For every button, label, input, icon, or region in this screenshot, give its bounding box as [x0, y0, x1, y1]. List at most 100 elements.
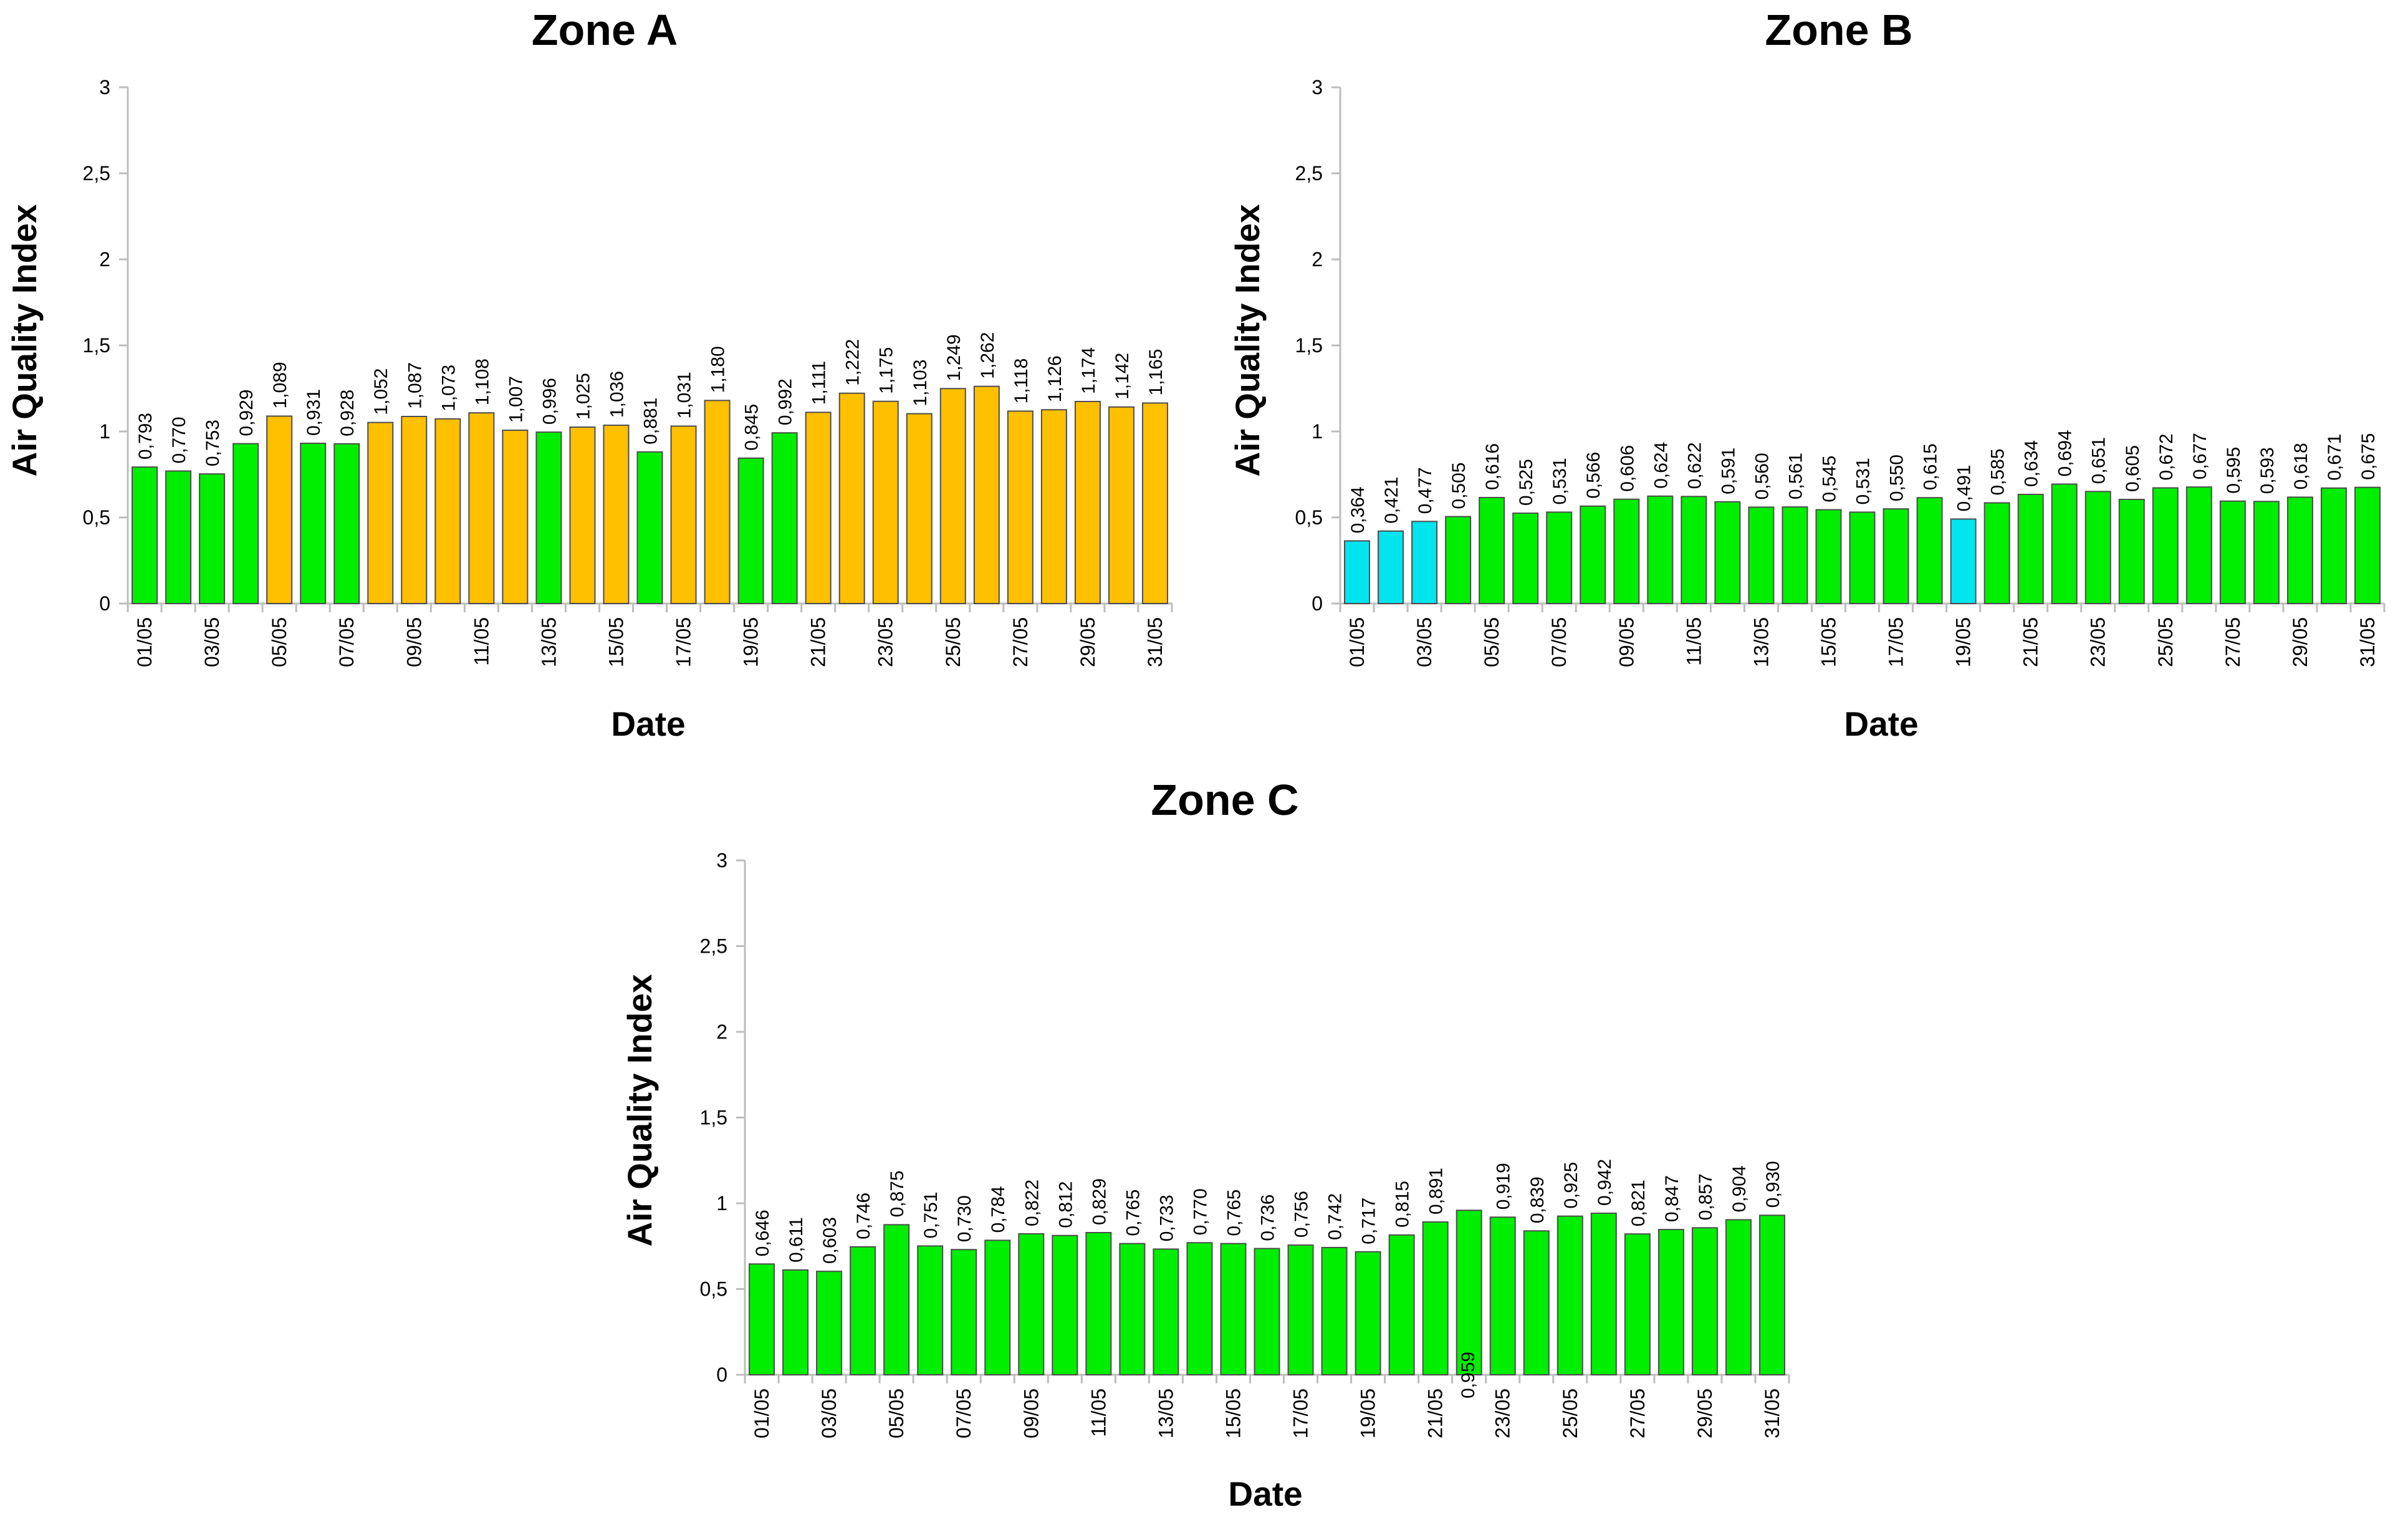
zone-a-bar	[233, 443, 259, 604]
zone-b-bar	[2017, 494, 2044, 604]
zone-c-xtick-label: 01/05	[751, 1388, 773, 1438]
zone-c-xtick-label: 21/05	[1424, 1388, 1447, 1438]
zone-a-ytick-label: 1	[99, 420, 110, 443]
zone-a-plot: 0 0,5 1 1,5 2 2,5 3 0,793 01/05 0,770 0,753 03/05 0,…	[83, 76, 1173, 667]
zone-c-bar	[1052, 1234, 1078, 1376]
zone-a-xtick-label: 17/05	[673, 617, 695, 667]
zone-a-data-label: 1,142	[1112, 353, 1133, 400]
zone-a-data-label: 1,111	[809, 361, 830, 405]
zone-c-xtick-label: 11/05	[1087, 1388, 1110, 1437]
zone-c-bar	[1590, 1212, 1617, 1375]
zone-c-bar	[1489, 1216, 1516, 1376]
zone-b-xtick-label: 31/05	[2356, 617, 2379, 667]
zone-a-xtick-label: 23/05	[875, 617, 897, 667]
zone-c-bar	[1557, 1215, 1583, 1375]
zone-a-bar	[333, 443, 360, 604]
zone-b-bar	[1681, 496, 1707, 604]
zone-a-xtick-label: 09/05	[403, 617, 425, 667]
zone-b-data-label: 0,606	[1617, 445, 1638, 492]
zone-b-data-label: 0,545	[1819, 456, 1840, 503]
zone-a-data-label: 0,929	[236, 390, 257, 436]
zone-a-data-label: 1,031	[674, 372, 695, 418]
zone-b-bar	[1883, 508, 1909, 605]
zone-c-xtick-label: 13/05	[1154, 1388, 1177, 1438]
zone-c-bar	[816, 1271, 843, 1375]
zone-a-xtick-label: 31/05	[1144, 617, 1166, 667]
zone-c-data-label: 0,646	[752, 1210, 773, 1256]
zone-b-data-label: 0,616	[1482, 443, 1503, 490]
zone-c-bar	[782, 1269, 809, 1375]
zone-c-data-label: 0,904	[1729, 1165, 1750, 1212]
zone-b-ytick-label: 3	[1312, 76, 1323, 99]
zone-c-ytick-label: 2,5	[700, 935, 727, 958]
zone-a-data-label: 1,103	[910, 359, 931, 406]
zone-c-xtick-label: 23/05	[1492, 1388, 1514, 1438]
zone-c-xtick-label: 31/05	[1761, 1388, 1783, 1438]
zone-b-bar	[1378, 530, 1404, 605]
zone-a-data-label: 1,007	[506, 376, 526, 423]
zone-a-title: Zone A	[532, 6, 678, 54]
zone-a-bar	[1141, 402, 1168, 605]
zone-a-bar	[1074, 400, 1101, 604]
zone-c-ytick-label: 1	[716, 1192, 727, 1215]
zone-a-xlabel: Date	[611, 705, 685, 743]
zone-b-xtick-label: 29/05	[2289, 617, 2311, 667]
zone-b-data-label: 0,531	[1853, 458, 1874, 504]
zone-b-data-label: 0,593	[2257, 447, 2278, 494]
zone-c-bar	[1321, 1246, 1348, 1376]
zone-b-data-label: 0,561	[1785, 453, 1806, 499]
zone-b-ytick-label: 2	[1312, 248, 1323, 271]
zone-b-xtick-label: 09/05	[1615, 617, 1638, 667]
zone-a-bar	[1040, 409, 1067, 604]
zone-b-data-label: 0,622	[1684, 442, 1705, 489]
zone-c-data-label: 0,822	[1022, 1180, 1042, 1226]
zone-a-data-label: 1,118	[1011, 358, 1032, 404]
zone-a-data-label: 1,108	[472, 358, 492, 405]
zone-a-data-label: 0,931	[304, 389, 324, 436]
zone-c-data-label-22: 0,959	[1458, 1352, 1479, 1398]
zone-c-ytick-label: 3	[716, 849, 727, 872]
zone-c-data-label: 0,815	[1393, 1181, 1413, 1228]
zone-a-bar	[367, 421, 394, 604]
zone-c-xtick-label: 29/05	[1694, 1388, 1716, 1438]
zone-b-bar	[1849, 511, 1876, 604]
zone-a-chart-svg: Zone A Date Air Quality Index 0 0,5 1 1,5 2 2…	[5, 6, 1173, 743]
zone-c-bar	[1657, 1229, 1684, 1376]
zone-c-bar	[1456, 1210, 1482, 1376]
zone-b-data-label: 0,605	[2123, 445, 2143, 492]
zone-b-data-label: 0,618	[2291, 443, 2311, 489]
zone-c-data-label: 0,730	[954, 1195, 975, 1242]
zone-c-ytick-label: 0	[716, 1364, 727, 1386]
zone-b-data-label: 0,671	[2324, 434, 2345, 481]
zone-c-chart: Zone C Date Air Quality Index 0 0,5 1 1,5 2 2…	[617, 770, 1826, 1517]
zone-c-data-label: 0,603	[820, 1217, 840, 1264]
zone-b-bar	[1580, 505, 1606, 604]
zone-c-data-label: 0,770	[1190, 1188, 1211, 1235]
zone-c-bar	[1422, 1221, 1449, 1375]
zone-b-title: Zone B	[1765, 6, 1912, 54]
zone-c-bar	[1388, 1234, 1415, 1375]
zone-b-ytick-label: 1,5	[1295, 334, 1323, 357]
zone-a-bar	[737, 457, 764, 605]
zone-c-data-label: 0,751	[921, 1191, 941, 1238]
zone-a-data-label: 1,052	[371, 368, 391, 415]
zone-a-bar	[939, 388, 966, 604]
zone-a-ytick-label: 2	[99, 248, 110, 271]
zone-c-data-label: 0,746	[853, 1193, 874, 1239]
zone-c-xtick-label: 17/05	[1290, 1388, 1312, 1438]
zone-b-data-label: 0,595	[2223, 447, 2244, 494]
zone-c-ytick-label: 1,5	[700, 1107, 727, 1129]
zone-a-bar	[468, 412, 495, 605]
zone-a-bar	[670, 425, 697, 604]
zone-b-bar	[1546, 511, 1573, 604]
zone-c-bar	[749, 1263, 775, 1375]
zone-c-data-label: 0,821	[1628, 1180, 1649, 1226]
zone-b-bar	[2219, 500, 2246, 605]
zone-c-bar	[1725, 1219, 1752, 1376]
zone-c-data-label: 0,839	[1527, 1176, 1548, 1223]
zone-b-xtick-label: 01/05	[1346, 617, 1368, 667]
zone-b-xtick-label: 19/05	[1952, 617, 1975, 667]
zone-c-data-label: 0,717	[1359, 1198, 1379, 1244]
zone-c-data-label: 0,756	[1292, 1191, 1312, 1238]
zone-a-data-label: 0,881	[641, 398, 661, 445]
